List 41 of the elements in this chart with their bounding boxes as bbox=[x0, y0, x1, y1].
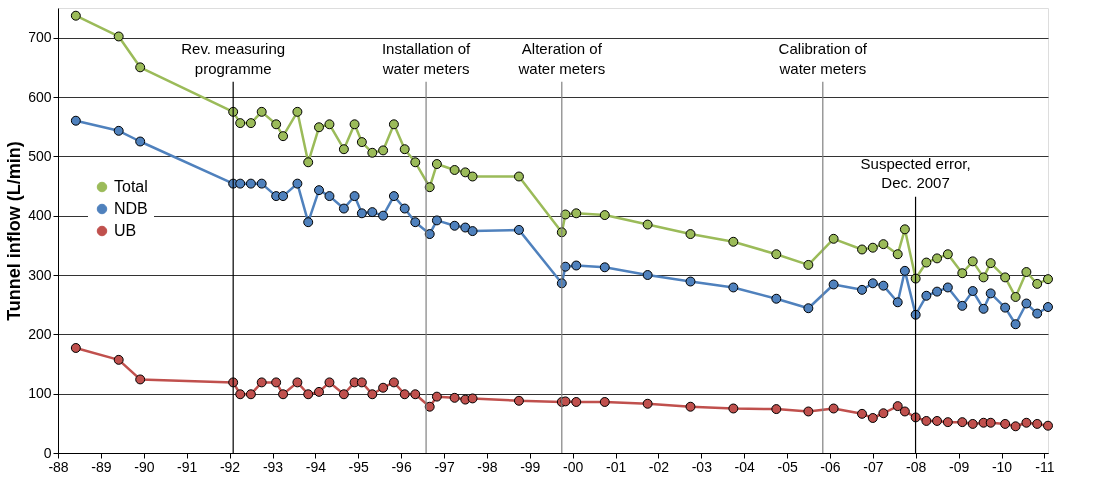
x-tick-label: -00 bbox=[562, 458, 584, 475]
x-tick-label: -03 bbox=[691, 458, 713, 475]
x-tick-label: -90 bbox=[134, 458, 155, 475]
x-tick-label: -94 bbox=[305, 458, 327, 475]
x-tick-label: -88 bbox=[48, 458, 69, 475]
ref-line-label: Suspected error, Dec. 2007 bbox=[860, 155, 971, 192]
y-tick-label: 600 bbox=[28, 88, 52, 105]
x-tick-label: -96 bbox=[391, 458, 412, 475]
x-tick-label: -89 bbox=[91, 458, 112, 475]
x-tick-label: -09 bbox=[949, 458, 970, 475]
ref-line-label: Installation of water meters bbox=[381, 40, 472, 77]
x-tick-label: -99 bbox=[520, 458, 541, 475]
y-tick-label: 500 bbox=[28, 147, 52, 164]
ref-line-label: Alteration of water meters bbox=[517, 40, 606, 77]
y-tick-label: 400 bbox=[28, 207, 52, 224]
legend-label: UB bbox=[114, 222, 137, 239]
y-tick-label: 0 bbox=[43, 444, 52, 461]
x-tick-label: -11 bbox=[1035, 458, 1055, 475]
x-tick-label: -98 bbox=[477, 458, 498, 475]
y-axis-title: Tunnel inflow (L/min) bbox=[4, 141, 25, 321]
x-tick-label: -07 bbox=[863, 458, 884, 475]
x-tick-label: -06 bbox=[820, 458, 841, 475]
x-tick-label: -05 bbox=[777, 458, 798, 475]
x-tick-label: -02 bbox=[648, 458, 670, 475]
ref-line-label: Rev. measuring programme bbox=[181, 40, 286, 77]
y-tick-label: 700 bbox=[28, 29, 52, 46]
y-tick-label: 200 bbox=[28, 325, 52, 342]
x-tick-label: -93 bbox=[262, 458, 284, 475]
x-tick-label: -97 bbox=[434, 458, 455, 475]
x-tick-label: -04 bbox=[734, 458, 755, 475]
y-tick-label: 300 bbox=[28, 266, 52, 283]
x-tick-label: -91 bbox=[177, 458, 198, 475]
x-tick-label: -01 bbox=[605, 458, 627, 475]
x-tick-label: -10 bbox=[991, 458, 1013, 475]
x-tick-label: -08 bbox=[906, 458, 927, 475]
x-tick-label: -95 bbox=[348, 458, 370, 475]
legend-label: Total bbox=[114, 178, 148, 195]
legend-label: NDB bbox=[114, 200, 148, 217]
y-tick-label: 100 bbox=[28, 385, 52, 402]
x-tick-label: -92 bbox=[219, 458, 241, 475]
ref-line-label: Calibration of water meters bbox=[778, 40, 868, 77]
